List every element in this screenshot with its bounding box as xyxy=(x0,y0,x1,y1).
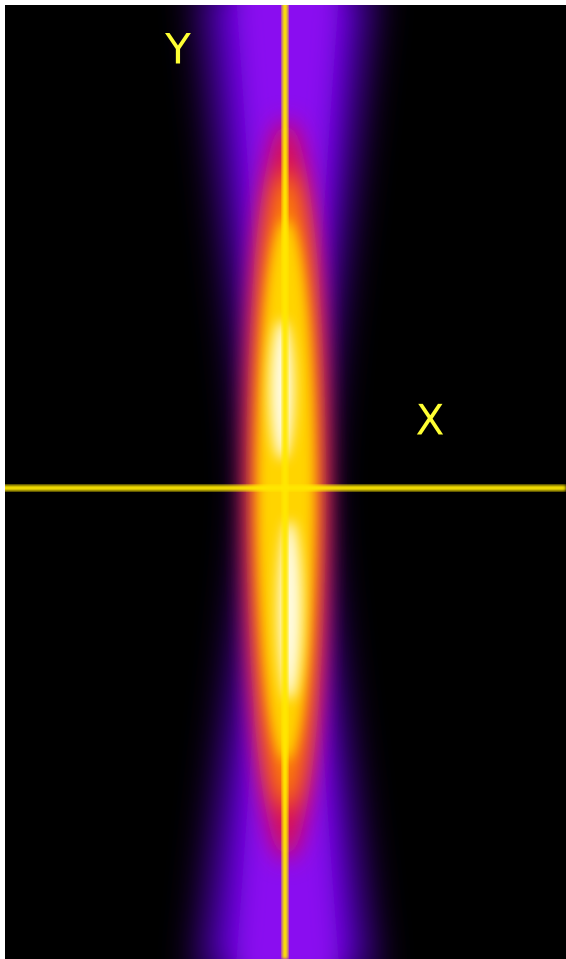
page: Y X (() => { const data = JSON.parse(doc… xyxy=(0,0,566,959)
x-label: X xyxy=(416,396,445,445)
heatmap-image: Y X xyxy=(0,0,566,959)
white-core-lower xyxy=(278,520,302,700)
horizontal-line xyxy=(0,485,566,491)
y-label: Y xyxy=(164,25,191,74)
vertical-line xyxy=(282,0,288,959)
